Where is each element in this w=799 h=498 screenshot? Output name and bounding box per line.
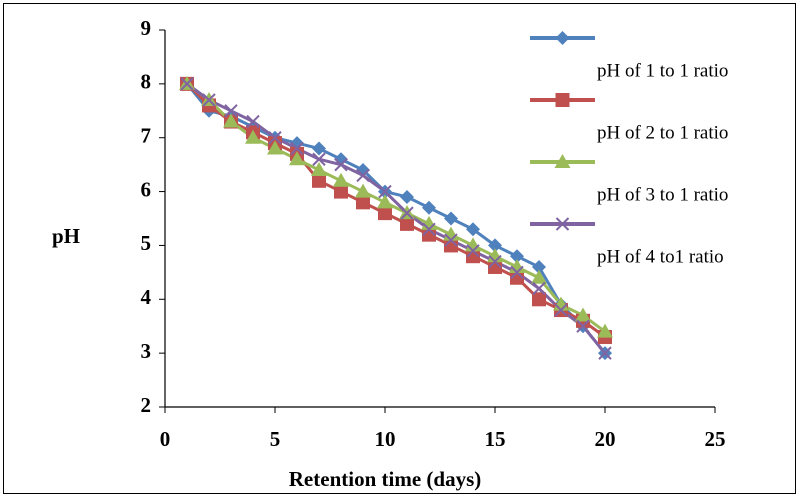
point	[180, 77, 194, 91]
legend-label: pH of 2 to 1 ratio	[597, 122, 728, 143]
point	[422, 222, 436, 236]
point	[554, 303, 568, 317]
point	[444, 211, 458, 226]
point	[334, 184, 348, 199]
y-tick-label: 7	[141, 124, 152, 148]
point	[334, 157, 348, 172]
point	[267, 140, 283, 155]
legend-marker	[555, 93, 570, 107]
point	[333, 172, 349, 187]
y-tick-label: 4	[141, 285, 152, 309]
point	[400, 206, 414, 220]
point	[532, 281, 546, 296]
point	[510, 270, 524, 285]
x-tick-label: 20	[595, 427, 616, 451]
point	[488, 259, 502, 274]
point	[532, 292, 546, 307]
point	[356, 163, 370, 178]
legend-label: pH of 1 to 1 ratio	[597, 60, 728, 81]
point	[355, 183, 371, 198]
point	[378, 184, 392, 199]
point	[466, 249, 480, 264]
y-axis-title: pH	[52, 224, 80, 248]
point	[444, 238, 458, 253]
y-tick-label: 8	[141, 70, 152, 94]
x-tick-label: 15	[485, 427, 506, 451]
point	[312, 141, 326, 156]
legend-marker	[555, 217, 570, 231]
point	[311, 162, 327, 177]
point	[466, 244, 480, 258]
legend-label: pH of 3 to 1 ratio	[597, 184, 728, 205]
x-tick-label: 25	[705, 427, 726, 451]
legend-marker	[555, 31, 570, 45]
x-axis-title: Retention time (days)	[289, 467, 481, 491]
point	[312, 152, 326, 166]
y-tick-label: 5	[141, 231, 152, 255]
point	[510, 265, 524, 280]
point	[598, 346, 612, 360]
point	[356, 195, 370, 210]
point	[202, 93, 216, 107]
point	[532, 259, 546, 274]
y-tick-label: 6	[141, 177, 152, 201]
point	[400, 216, 414, 231]
point	[575, 307, 591, 322]
x-tick-label: 5	[270, 427, 281, 451]
point	[224, 104, 238, 118]
point	[444, 233, 458, 247]
y-tick-label: 2	[141, 393, 152, 417]
point	[246, 114, 260, 129]
x-tick-label: 10	[375, 427, 396, 451]
point	[488, 254, 502, 269]
point	[466, 222, 480, 237]
point	[378, 206, 392, 221]
point	[531, 269, 547, 284]
y-tick-label: 3	[141, 339, 152, 363]
point	[245, 129, 261, 144]
y-tick-label: 9	[141, 16, 152, 40]
point	[268, 131, 282, 145]
point	[488, 238, 502, 253]
point	[290, 136, 304, 151]
point	[576, 319, 590, 333]
point	[510, 249, 524, 264]
point	[422, 227, 436, 242]
point	[377, 194, 393, 209]
chart-border	[3, 3, 796, 494]
point	[223, 113, 239, 128]
point	[597, 323, 613, 338]
point	[290, 141, 304, 156]
point	[400, 189, 414, 204]
x-tick-label: 0	[160, 427, 171, 451]
point	[356, 168, 370, 183]
point	[422, 200, 436, 215]
point	[289, 151, 305, 166]
legend-label: pH of 4 to1 ratio	[597, 246, 724, 267]
point	[334, 152, 348, 167]
point	[312, 173, 326, 188]
legend-marker	[554, 154, 571, 168]
